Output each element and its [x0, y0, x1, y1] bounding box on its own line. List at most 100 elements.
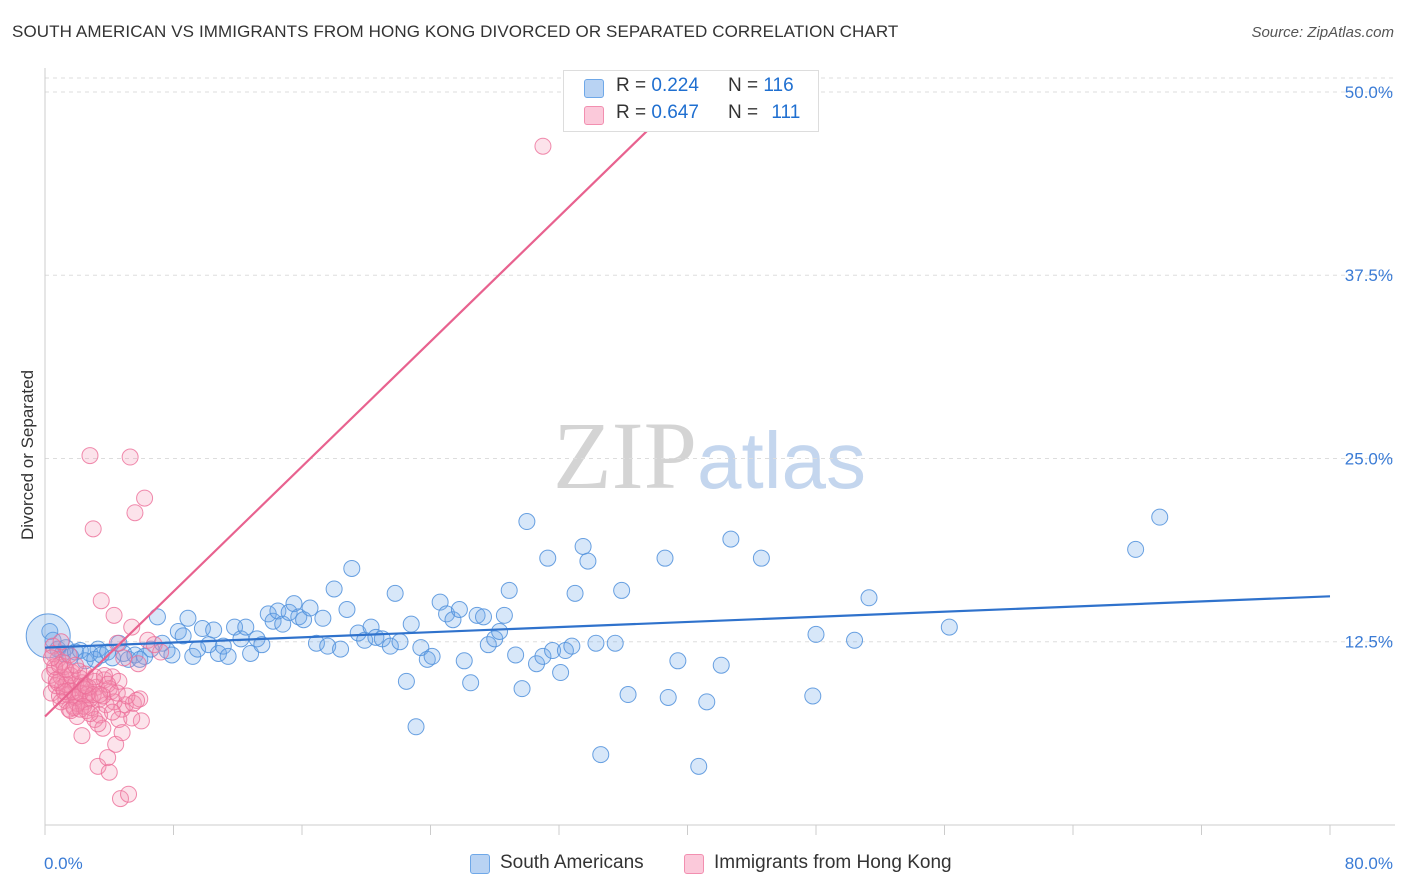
watermark-atlas: atlas [697, 416, 866, 505]
data-point-south-americans [475, 608, 493, 626]
data-point-immigrants-hong-kong [86, 672, 104, 690]
data-point-immigrants-hong-kong [42, 649, 60, 667]
data-point-immigrants-hong-kong [108, 684, 126, 702]
data-point-south-americans [491, 622, 509, 640]
data-point-south-americans [940, 618, 958, 636]
data-point-south-americans [444, 611, 462, 629]
data-point-south-americans [455, 652, 473, 670]
data-point-immigrants-hong-kong [110, 710, 128, 728]
data-point-south-americans [698, 693, 716, 711]
data-point-south-americans [438, 605, 456, 623]
data-point-south-americans [752, 549, 770, 567]
legend-n: N = 116 [728, 75, 794, 97]
data-point-south-americans [552, 664, 570, 682]
data-point-immigrants-hong-kong [152, 643, 170, 661]
data-point-immigrants-hong-kong [145, 636, 163, 654]
data-point-immigrants-hong-kong [84, 520, 102, 538]
data-point-immigrants-hong-kong [73, 727, 91, 745]
data-point-south-americans [507, 646, 525, 664]
data-point-south-americans [619, 686, 637, 704]
data-point-south-americans [386, 584, 404, 602]
y-tick-label: 50.0% [1345, 83, 1393, 102]
r-label: R = [616, 75, 652, 96]
data-point-south-americans [544, 642, 562, 660]
y-tick-label: 25.0% [1345, 449, 1393, 468]
data-point-south-americans [402, 615, 420, 633]
data-point-immigrants-hong-kong [113, 724, 131, 742]
grid-lines [45, 77, 1395, 643]
data-point-immigrants-hong-kong [100, 763, 118, 781]
legend-r: R = 0.647 [616, 102, 699, 124]
data-point-south-americans [253, 636, 271, 654]
data-point-immigrants-hong-kong [123, 709, 141, 727]
data-point-south-americans [174, 627, 192, 645]
x-tick-label: 80.0% [1345, 854, 1393, 873]
data-point-south-americans [338, 600, 356, 618]
data-point-south-americans [722, 530, 740, 548]
data-point-south-americans [804, 687, 822, 705]
data-point-south-americans [136, 647, 154, 665]
data-point-south-americans [163, 646, 181, 664]
data-point-south-americans [579, 552, 597, 570]
legend-swatch-blue [584, 79, 604, 98]
data-point-south-americans [566, 584, 584, 602]
data-point-south-americans [290, 608, 308, 626]
y-axis-label: Divorced or Separated [18, 369, 37, 541]
data-point-south-americans [418, 650, 436, 668]
data-point-immigrants-hong-kong [92, 592, 110, 610]
data-point-south-americans [41, 622, 59, 640]
data-point-south-americans [592, 746, 610, 764]
data-point-south-americans [513, 680, 531, 698]
data-point-immigrants-hong-kong [86, 668, 104, 686]
data-point-south-americans [205, 621, 223, 639]
legend-label: South Americans [500, 852, 644, 873]
data-point-south-americans [423, 647, 441, 665]
data-point-south-americans [319, 637, 337, 655]
data-point-immigrants-hong-kong [129, 655, 147, 673]
x-tick-label: 0.0% [44, 854, 83, 873]
data-point-immigrants-hong-kong [108, 634, 126, 652]
data-point-south-americans [462, 674, 480, 692]
data-point-south-americans [219, 647, 237, 665]
legend-r: R = 0.224 [616, 75, 699, 97]
watermark: ZIPatlas [553, 400, 866, 511]
data-point-south-americans [397, 672, 415, 690]
trend-line-south-americans [44, 595, 1331, 649]
data-point-immigrants-hong-kong [71, 700, 89, 718]
data-point-south-americans [807, 625, 825, 643]
data-point-south-americans [468, 606, 486, 624]
data-point-south-americans [314, 609, 332, 627]
data-point-south-americans [712, 656, 730, 674]
data-point-south-americans [495, 606, 513, 624]
series-south-americans [25, 508, 1169, 775]
data-point-south-americans [479, 636, 497, 654]
source-credit: Source: ZipAtlas.com [1251, 24, 1394, 41]
data-point-south-americans [381, 637, 399, 655]
legend-n: N = 111 [728, 102, 800, 124]
chart-title: SOUTH AMERICAN VS IMMIGRANTS FROM HONG K… [12, 22, 899, 41]
data-point-immigrants-hong-kong [81, 447, 99, 465]
data-point-south-americans [148, 608, 166, 626]
data-point-south-americans [500, 581, 518, 599]
data-point-south-americans [237, 618, 255, 636]
data-point-south-americans [587, 634, 605, 652]
data-point-south-americans [285, 595, 303, 613]
data-point-south-americans [332, 640, 350, 658]
data-point-south-americans [669, 652, 687, 670]
data-point-south-americans [407, 718, 425, 736]
data-point-immigrants-hong-kong [111, 790, 129, 808]
n-label: N = [728, 102, 764, 123]
data-point-immigrants-hong-kong [55, 683, 73, 701]
data-point-immigrants-hong-kong [128, 691, 146, 709]
data-point-immigrants-hong-kong [81, 705, 99, 723]
legend-swatch-pink [684, 854, 704, 874]
y-tick-label: 12.5% [1345, 633, 1393, 652]
data-point-south-americans [528, 655, 546, 673]
data-point-south-americans [534, 647, 552, 665]
data-point-south-americans [518, 513, 536, 531]
data-point-immigrants-hong-kong [120, 785, 138, 803]
data-point-south-americans [242, 644, 260, 662]
r-value: 0.647 [651, 102, 699, 123]
data-point-immigrants-hong-kong [57, 661, 75, 679]
